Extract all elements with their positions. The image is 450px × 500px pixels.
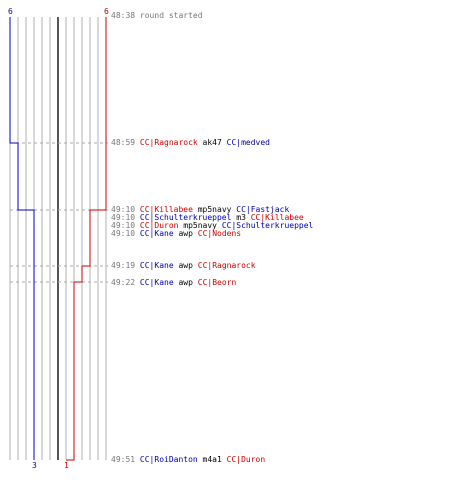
weapon-name: ak47 — [202, 138, 222, 147]
red-player-name: CC|Beorn — [197, 278, 237, 287]
blue-player-name: CC|RoiDanton — [139, 455, 198, 464]
blue-team-alive-line — [9, 17, 35, 460]
event-row: 49:10 CC|Killabee mp5navy CC|Fastjack — [111, 206, 289, 214]
red-team-end-count: 1 — [64, 461, 69, 470]
event-row: 48:38 round started — [111, 12, 203, 20]
weapon-name: m4a1 — [202, 455, 222, 464]
blue-player-name: CC|Schulterkrueppel — [139, 213, 232, 222]
blue-player-name: CC|Kane — [139, 229, 174, 238]
weapon-name: awp — [178, 278, 193, 287]
player-grid-lines — [9, 17, 107, 460]
red-team-alive-line — [66, 17, 107, 461]
event-time: 49:10 — [111, 205, 136, 214]
event-text: round started — [139, 11, 203, 20]
event-row: 49:22 CC|Kane awp CC|Beorn — [111, 279, 236, 287]
red-player-name: CC|Duron — [226, 455, 266, 464]
event-time: 49:51 — [111, 455, 136, 464]
event-row: 48:59 CC|Ragnarock ak47 CC|medved — [111, 139, 270, 147]
event-time: 48:59 — [111, 138, 136, 147]
red-player-name: CC|Duron — [139, 221, 179, 230]
weapon-name: mp5navy — [183, 221, 217, 230]
red-player-name: CC|Killabee — [250, 213, 304, 222]
blue-player-name: CC|Schulterkrueppel — [221, 221, 314, 230]
red-player-name: CC|Nodens — [197, 229, 242, 238]
weapon-name: awp — [178, 261, 193, 270]
weapon-name: awp — [178, 229, 193, 238]
blue-player-name: CC|Kane — [139, 278, 174, 287]
event-row: 49:10 CC|Kane awp CC|Nodens — [111, 230, 241, 238]
event-time: 49:22 — [111, 278, 136, 287]
event-guide-lines — [10, 142, 108, 283]
event-row: 49:19 CC|Kane awp CC|Ragnarock — [111, 262, 256, 270]
event-time: 49:10 — [111, 229, 136, 238]
blue-player-name: CC|medved — [226, 138, 270, 147]
blue-team-end-count: 3 — [32, 461, 37, 470]
event-time: 49:10 — [111, 221, 136, 230]
event-time: 48:38 — [111, 11, 136, 20]
red-player-name: CC|Ragnarock — [139, 138, 198, 147]
blue-team-start-count: 6 — [8, 7, 13, 16]
weapon-name: m3 — [236, 213, 246, 222]
red-player-name: CC|Ragnarock — [197, 261, 256, 270]
event-row: 49:51 CC|RoiDanton m4a1 CC|Duron — [111, 456, 265, 464]
event-row: 49:10 CC|Duron mp5navy CC|Schulterkruepp… — [111, 222, 313, 230]
event-time: 49:19 — [111, 261, 136, 270]
event-row: 49:10 CC|Schulterkrueppel m3 CC|Killabee — [111, 214, 304, 222]
red-team-start-count: 6 — [104, 7, 109, 16]
weapon-name: mp5navy — [197, 205, 232, 214]
blue-player-name: CC|Kane — [139, 261, 174, 270]
red-player-name: CC|Killabee — [139, 205, 193, 214]
event-time: 49:10 — [111, 213, 136, 222]
blue-player-name: CC|Fastjack — [236, 205, 290, 214]
